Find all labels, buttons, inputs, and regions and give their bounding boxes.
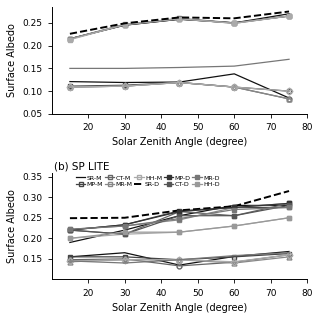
- X-axis label: Solar Zenith Angle (degree): Solar Zenith Angle (degree): [112, 138, 247, 148]
- Legend: SR-M, MP-M, CT-M, MR-M, HH-M, SR-D, MP-D, CT-D, MR-D, HH-D: SR-M, MP-M, CT-M, MR-M, HH-M, SR-D, MP-D…: [75, 174, 220, 188]
- Y-axis label: Surface Albedo: Surface Albedo: [7, 189, 17, 263]
- Y-axis label: Surface Albedo: Surface Albedo: [7, 23, 17, 97]
- Text: (b) SP LITE: (b) SP LITE: [54, 161, 110, 172]
- X-axis label: Solar Zenith Angle (degree): Solar Zenith Angle (degree): [112, 303, 247, 313]
